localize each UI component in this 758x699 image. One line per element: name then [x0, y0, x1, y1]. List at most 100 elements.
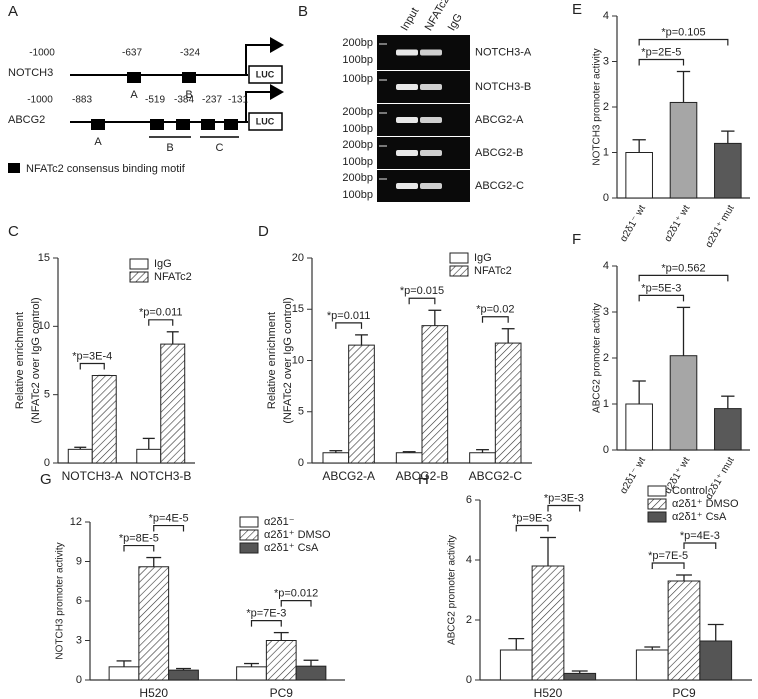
y-tick-label: 5 — [44, 389, 50, 401]
p-value: *p=0.105 — [661, 26, 705, 38]
gene-name: NOTCH3 — [8, 67, 53, 79]
y-tick-label: 2 — [466, 614, 472, 626]
p-value: *p=0.02 — [476, 304, 514, 316]
legend-swatch — [647, 485, 667, 497]
y-axis-label: NOTCH3 promoter activity — [55, 542, 66, 659]
bar — [635, 649, 669, 681]
x-tick-label: ABCG2-B — [396, 469, 449, 483]
bar — [625, 403, 653, 451]
significance-bracket — [651, 562, 685, 569]
bar — [160, 343, 186, 464]
bar — [322, 452, 350, 464]
legend-swatch — [449, 265, 469, 277]
lane-label: IgG — [446, 12, 465, 33]
x-tick-label: H520 — [534, 686, 563, 699]
significance-bracket — [148, 319, 174, 326]
row-label: NOTCH3-A — [475, 46, 532, 58]
y-tick-label: 6 — [466, 494, 472, 506]
significance-bracket — [153, 524, 185, 532]
bar — [136, 448, 162, 464]
significance-bracket — [280, 600, 312, 607]
site-label: B — [166, 142, 173, 154]
row-label: NOTCH3-B — [475, 81, 531, 93]
x-tick-label: NOTCH3-A — [62, 469, 123, 483]
reporter-label: LUC — [256, 69, 275, 79]
legend-label: IgG — [154, 258, 172, 270]
x-tick-label: H520 — [139, 686, 168, 699]
binding-motif — [224, 119, 238, 130]
marker-label: 100bp — [342, 123, 373, 135]
row-label: ABCG2-A — [475, 114, 524, 126]
tss-arrow — [245, 84, 284, 122]
bar — [138, 566, 170, 681]
legend-swatch — [239, 542, 259, 554]
bar — [348, 344, 375, 464]
x-tick-label: NOTCH3-B — [130, 469, 191, 483]
binding-motif — [182, 72, 196, 83]
bar — [714, 142, 742, 199]
bar — [67, 448, 93, 464]
bar — [625, 152, 653, 199]
ladder-band — [379, 112, 387, 114]
y-tick-label: 3 — [76, 634, 82, 646]
marker-label: 100bp — [342, 54, 373, 66]
bar — [108, 666, 140, 681]
significance-bracket — [547, 504, 581, 512]
motif-legend: NFATc2 consensus binding motif — [26, 163, 186, 175]
panel-letter: E — [572, 1, 582, 18]
p-value: *p=0.011 — [327, 310, 371, 322]
x-tick-label: α2δ1⁺ mut — [704, 455, 737, 502]
p-value: *p=5E-3 — [641, 282, 681, 294]
significance-bracket — [638, 38, 729, 46]
site-label: B — [185, 89, 192, 101]
bar — [669, 355, 698, 451]
y-tick-label: 15 — [38, 252, 50, 264]
y-tick-label: 0 — [466, 674, 472, 686]
panel-letter: A — [8, 3, 18, 20]
position-label: -637 — [122, 48, 142, 59]
position-label: -1000 — [29, 48, 55, 59]
gel-band — [396, 84, 418, 90]
bar — [421, 325, 449, 464]
p-value: *p=0.012 — [274, 588, 318, 600]
bar — [265, 640, 297, 681]
legend-label: α2δ1⁺ DMSO — [264, 529, 331, 541]
bar — [168, 669, 199, 681]
y-tick-label: 2 — [603, 352, 609, 364]
y-tick-label: 0 — [603, 192, 609, 204]
gene-name: ABCG2 — [8, 114, 45, 126]
y-axis-label: (NFATc2 over IgG control) — [30, 297, 42, 423]
bar — [91, 375, 117, 464]
y-tick-label: 1 — [603, 146, 609, 158]
y-tick-label: 0 — [44, 457, 50, 469]
significance-bracket — [335, 322, 363, 329]
legend-label: α2δ1⁺ CsA — [264, 542, 319, 554]
panel-letter: D — [258, 223, 269, 240]
y-axis-label: Relative enrichment — [14, 312, 26, 409]
significance-bracket — [250, 620, 282, 627]
panel-letter: C — [8, 223, 19, 240]
y-tick-label: 4 — [603, 260, 609, 272]
legend-label: IgG — [474, 252, 492, 264]
y-tick-label: 10 — [292, 354, 304, 366]
y-tick-label: 3 — [603, 306, 609, 318]
marker-label: 200bp — [342, 139, 373, 151]
y-tick-label: 4 — [603, 10, 609, 22]
site-label: A — [130, 89, 138, 101]
row-label: ABCG2-B — [475, 147, 523, 159]
p-value: *p=0.011 — [139, 307, 183, 319]
marker-label: 200bp — [342, 106, 373, 118]
significance-bracket — [79, 362, 105, 370]
legend-swatch — [129, 258, 149, 270]
ladder-band — [379, 145, 387, 147]
significance-bracket — [638, 58, 685, 66]
bar — [494, 342, 522, 464]
x-tick-label: α2δ1⁻ wt — [618, 203, 648, 244]
marker-label: 100bp — [342, 73, 373, 85]
legend-swatch — [8, 163, 20, 173]
x-tick-label: ABCG2-C — [469, 469, 523, 483]
p-value: *p=0.015 — [400, 285, 444, 297]
x-tick-label: α2δ1⁺ mut — [704, 203, 737, 250]
position-label: -237 — [202, 95, 222, 106]
